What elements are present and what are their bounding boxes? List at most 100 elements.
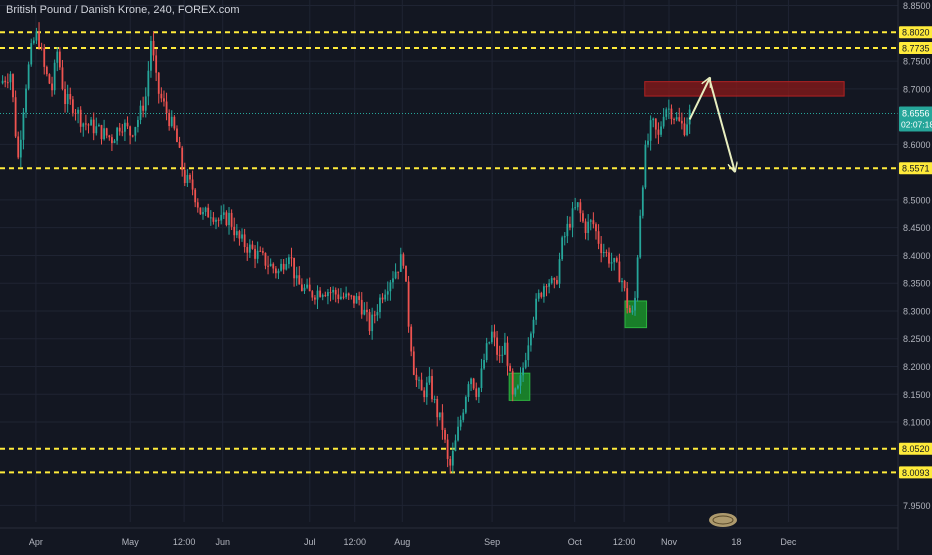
candle-body xyxy=(264,252,267,266)
candle-body xyxy=(66,94,69,105)
candle-body xyxy=(371,314,374,332)
candle-body xyxy=(366,309,368,313)
x-tick-label: 12:00 xyxy=(613,537,636,547)
candle-body xyxy=(543,286,545,297)
time-axis[interactable]: Apr May 12:00 Jun Jul 12:00 Aug Sep Oct 12:00 Nov 1… xyxy=(0,527,898,547)
candle-body xyxy=(511,371,514,395)
candle-body xyxy=(535,298,538,320)
candle-body xyxy=(550,278,553,284)
candle-body xyxy=(558,259,561,284)
candle-body xyxy=(602,252,605,254)
candle-body xyxy=(64,89,66,105)
candle-body xyxy=(501,354,504,356)
candle-body xyxy=(241,234,243,239)
candle-body xyxy=(347,293,350,296)
candle-body xyxy=(40,47,43,49)
candle-body xyxy=(680,120,683,124)
candle-body xyxy=(503,342,506,355)
candle-body xyxy=(556,280,558,284)
candle-body xyxy=(38,31,40,48)
candle-body xyxy=(233,226,236,236)
candle-body xyxy=(178,142,181,148)
y-tick-label: 8.2000 xyxy=(903,362,931,372)
candle-body xyxy=(254,248,256,259)
candle-body xyxy=(314,297,316,300)
price-axis-bg xyxy=(898,0,932,550)
candle-body xyxy=(673,119,675,121)
candle-body xyxy=(144,96,147,111)
candle-body xyxy=(228,212,230,226)
candle-body xyxy=(483,360,485,369)
candle-body xyxy=(137,119,139,128)
candle-body xyxy=(100,125,103,140)
candle-body xyxy=(230,212,233,227)
level-price-tag xyxy=(899,466,932,479)
candle-body xyxy=(472,378,475,389)
candle-body xyxy=(381,297,384,300)
candle-body xyxy=(425,382,428,398)
candle-body xyxy=(688,109,691,125)
candle-body xyxy=(675,117,678,120)
candle-body xyxy=(386,291,389,295)
candle-body xyxy=(251,244,254,249)
candle-body xyxy=(225,212,228,226)
candle-body xyxy=(306,284,308,288)
level-price-tag xyxy=(899,162,932,175)
candle-body xyxy=(384,294,387,300)
candle-body xyxy=(592,220,595,225)
candle-body xyxy=(259,250,262,252)
candle-body xyxy=(319,290,322,297)
price-axis[interactable]: 8.8500 8.7500 8.7000 8.6000 8.5000 8.4500 8.40… xyxy=(897,0,932,550)
y-tick-label: 8.5000 xyxy=(903,195,931,205)
candle-body xyxy=(256,250,259,259)
candle-body xyxy=(363,309,366,315)
candle-body xyxy=(25,88,27,113)
candle-body xyxy=(61,67,64,90)
candle-body xyxy=(202,211,204,215)
candle-body xyxy=(587,221,590,234)
candle-body xyxy=(194,189,197,203)
candle-body xyxy=(470,378,472,385)
candle-body xyxy=(639,215,642,258)
candle-body xyxy=(134,127,137,136)
candle-body xyxy=(170,116,173,127)
y-tick-label: 8.1000 xyxy=(903,418,931,428)
grid-lines xyxy=(0,0,898,522)
x-tick-label: Sep xyxy=(484,537,500,547)
candle-body xyxy=(342,296,345,298)
candle-body xyxy=(488,342,491,344)
x-tick-label: Oct xyxy=(568,537,583,547)
candle-body xyxy=(428,376,431,383)
projection-arrows xyxy=(688,79,735,171)
logo-icon xyxy=(709,513,737,527)
candle-body xyxy=(308,284,311,292)
candle-body xyxy=(477,388,480,397)
candle-body xyxy=(209,217,212,219)
y-tick-label: 8.8500 xyxy=(903,1,931,11)
candle-body xyxy=(243,234,246,248)
candle-body xyxy=(527,345,530,361)
candle-body xyxy=(540,292,543,297)
candle-body xyxy=(438,412,441,418)
candle-body xyxy=(431,376,433,400)
candle-body xyxy=(686,124,688,136)
candle-body xyxy=(399,254,402,272)
candle-body xyxy=(147,70,150,97)
candle-body xyxy=(181,147,184,171)
candle-body xyxy=(605,252,608,254)
x-tick-label: Dec xyxy=(780,537,797,547)
candle-body xyxy=(300,284,303,291)
candle-body xyxy=(126,122,129,127)
candle-body xyxy=(293,257,295,279)
candle-body xyxy=(389,282,392,292)
candle-body xyxy=(402,254,405,266)
candle-body xyxy=(48,74,51,84)
candle-body xyxy=(121,131,124,133)
candle-body xyxy=(290,257,293,259)
candle-body xyxy=(436,398,439,418)
candle-body xyxy=(173,116,176,129)
candle-body xyxy=(90,119,92,126)
candle-body xyxy=(163,98,165,102)
